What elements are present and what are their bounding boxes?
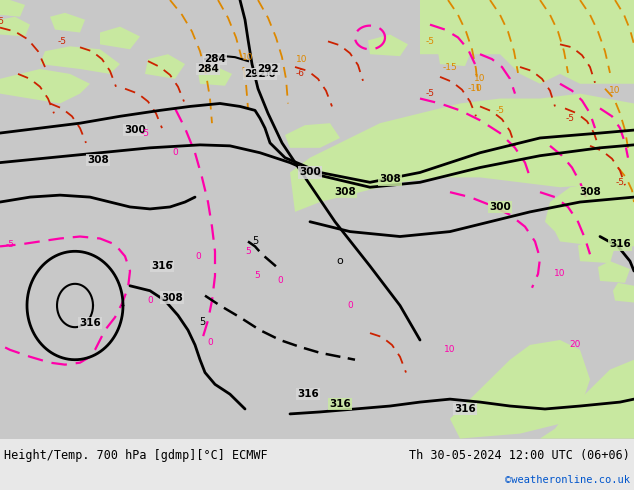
Text: 10: 10: [474, 74, 486, 83]
Polygon shape: [450, 340, 590, 439]
Polygon shape: [100, 26, 140, 49]
Text: 10: 10: [444, 345, 456, 354]
Polygon shape: [0, 69, 90, 103]
Text: 308: 308: [87, 155, 109, 165]
Text: 10: 10: [296, 54, 307, 64]
Text: 316: 316: [297, 389, 319, 399]
Polygon shape: [613, 283, 634, 302]
Polygon shape: [528, 133, 560, 155]
Text: 316: 316: [609, 240, 631, 249]
Text: 5: 5: [245, 247, 251, 256]
Text: -5: -5: [58, 37, 67, 46]
Text: 300: 300: [254, 69, 276, 79]
Text: 20: 20: [569, 341, 581, 349]
Text: -5: -5: [425, 89, 434, 98]
Polygon shape: [50, 13, 85, 32]
Polygon shape: [488, 113, 525, 135]
Text: 284: 284: [204, 54, 226, 64]
Text: 300: 300: [124, 125, 146, 135]
Polygon shape: [145, 54, 185, 79]
Polygon shape: [598, 261, 630, 283]
Text: -10: -10: [468, 84, 482, 93]
Text: -5: -5: [0, 17, 4, 26]
Text: 5: 5: [252, 236, 258, 246]
Text: 5: 5: [254, 271, 260, 280]
Polygon shape: [545, 177, 634, 246]
Text: -5: -5: [616, 178, 624, 187]
Text: -5: -5: [6, 240, 15, 249]
Text: -5: -5: [141, 128, 150, 138]
Polygon shape: [0, 0, 25, 17]
Polygon shape: [368, 34, 408, 56]
Text: -6: -6: [295, 70, 304, 78]
Text: 284: 284: [197, 64, 219, 74]
Text: -5: -5: [425, 37, 434, 46]
Text: 10: 10: [242, 52, 254, 62]
Text: 0: 0: [347, 301, 353, 310]
Polygon shape: [578, 240, 615, 263]
Text: 300: 300: [299, 168, 321, 177]
Text: 292: 292: [244, 69, 266, 79]
Text: 316: 316: [79, 318, 101, 328]
Polygon shape: [285, 123, 340, 148]
Text: 5: 5: [199, 317, 205, 327]
Text: 0: 0: [172, 148, 178, 157]
Text: 0: 0: [207, 339, 213, 347]
Text: 308: 308: [579, 187, 601, 197]
Text: 292: 292: [257, 64, 279, 74]
Text: 0: 0: [277, 276, 283, 285]
Text: 308: 308: [334, 187, 356, 197]
Polygon shape: [598, 129, 630, 151]
Text: Height/Temp. 700 hPa [gdmp][°C] ECMWF: Height/Temp. 700 hPa [gdmp][°C] ECMWF: [4, 449, 268, 462]
Text: Th 30-05-2024 12:00 UTC (06+06): Th 30-05-2024 12:00 UTC (06+06): [409, 449, 630, 462]
Text: 308: 308: [161, 293, 183, 303]
Polygon shape: [290, 94, 634, 212]
Text: -5: -5: [566, 114, 574, 123]
Text: 10: 10: [609, 86, 621, 95]
Text: -15: -15: [443, 63, 457, 72]
Text: -5: -5: [496, 106, 505, 115]
Text: 0: 0: [147, 296, 153, 305]
Text: 10: 10: [554, 270, 566, 278]
Polygon shape: [40, 47, 120, 74]
Polygon shape: [420, 0, 634, 84]
Text: 0: 0: [195, 252, 201, 261]
Text: ©weatheronline.co.uk: ©weatheronline.co.uk: [505, 475, 630, 485]
Text: 316̅: 316̅: [151, 261, 173, 271]
Text: 316: 316: [454, 404, 476, 414]
Text: o: o: [337, 256, 344, 266]
Polygon shape: [540, 360, 634, 439]
Polygon shape: [198, 66, 232, 86]
Polygon shape: [438, 47, 470, 66]
Text: 316: 316: [329, 399, 351, 409]
Polygon shape: [0, 17, 30, 36]
Text: 308: 308: [379, 174, 401, 184]
Text: 300: 300: [489, 202, 511, 212]
